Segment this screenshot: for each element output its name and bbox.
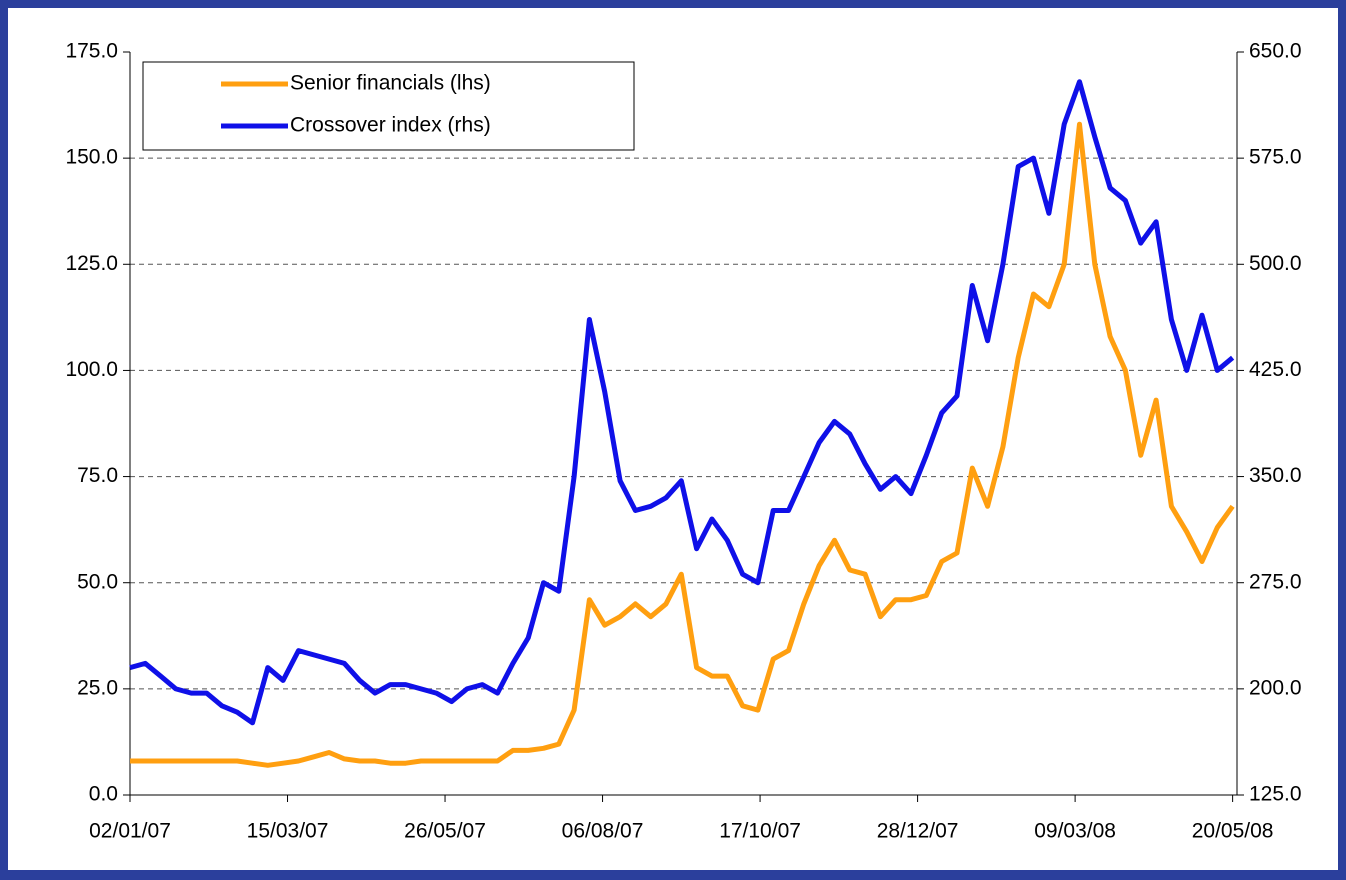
chart-panel (8, 8, 1338, 870)
y-tick-label: 150.0 (65, 146, 118, 169)
y2-tick-label: 650.0 (1249, 40, 1302, 63)
x-tick-label: 26/05/07 (404, 820, 486, 843)
y2-tick-label: 350.0 (1249, 464, 1302, 487)
y2-tick-label: 200.0 (1249, 676, 1302, 699)
y2-tick-label: 425.0 (1249, 358, 1302, 381)
y-tick-label: 25.0 (77, 676, 118, 699)
y2-tick-label: 275.0 (1249, 570, 1302, 593)
legend-label: Senior financials (lhs) (290, 72, 491, 95)
y2-tick-label: 575.0 (1249, 146, 1302, 169)
x-tick-label: 09/03/08 (1034, 820, 1116, 843)
x-tick-label: 15/03/07 (247, 820, 329, 843)
series-line (129, 79, 1235, 726)
x-tick-label: 02/01/07 (89, 820, 171, 843)
x-tick-label: 06/08/07 (562, 820, 644, 843)
y-tick-label: 0.0 (89, 783, 118, 806)
series-line (130, 121, 1235, 768)
x-tick-label: 20/05/08 (1192, 820, 1274, 843)
legend-label: Crossover index (rhs) (290, 114, 491, 137)
y-tick-label: 100.0 (65, 358, 118, 381)
x-tick-label: 17/10/07 (719, 820, 801, 843)
x-tick-label: 28/12/07 (877, 820, 959, 843)
y-tick-label: 175.0 (65, 40, 118, 63)
y-tick-label: 75.0 (77, 464, 118, 487)
y-tick-label: 125.0 (65, 252, 118, 275)
y2-tick-label: 500.0 (1249, 252, 1302, 275)
y2-tick-label: 125.0 (1249, 783, 1302, 806)
y-tick-label: 50.0 (77, 570, 118, 593)
legend-box (142, 61, 635, 151)
